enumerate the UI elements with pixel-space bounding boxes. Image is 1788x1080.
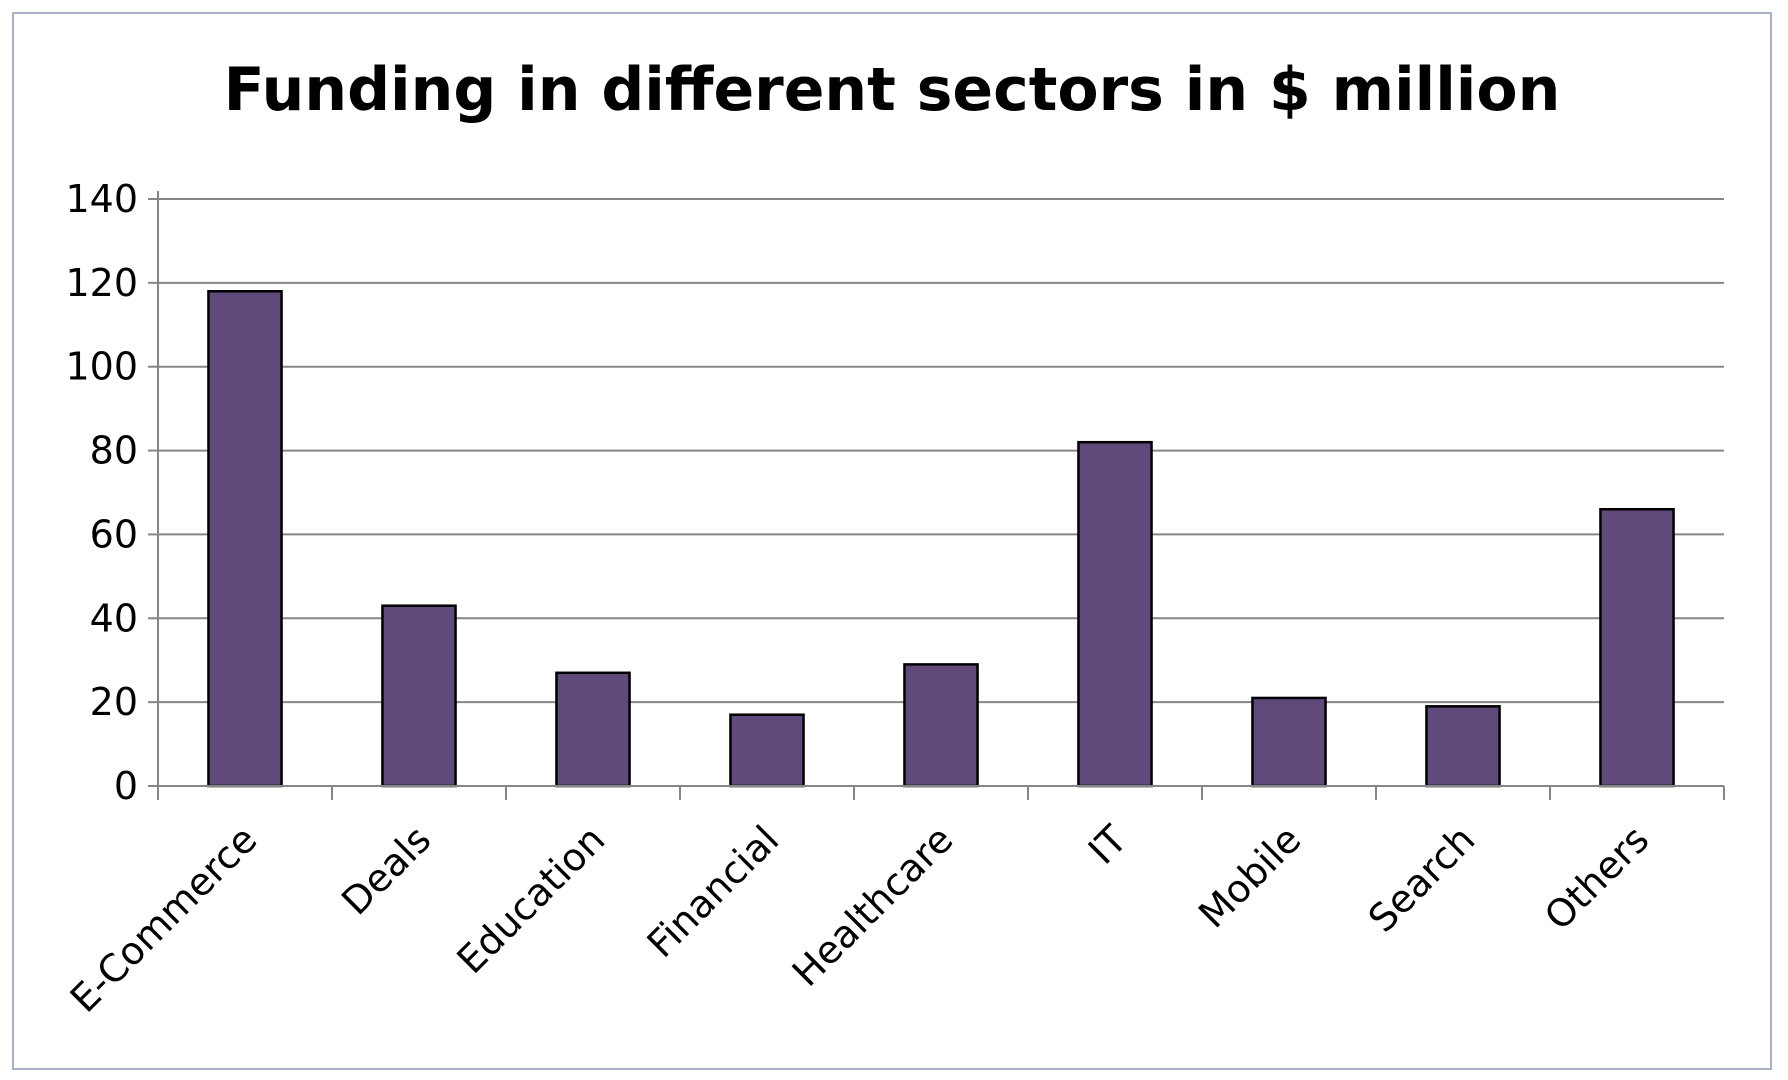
y-tick-label: 20: [90, 680, 138, 724]
x-axis-category-labels: E-Commerce Deals Education FinancialHealthc…: [62, 817, 1658, 1021]
y-axis-tick-labels: 0 20 40 60 80 100 120 140: [65, 177, 138, 808]
x-category-label: Deals: [333, 817, 439, 923]
bar-others[interactable]: [1599, 508, 1675, 788]
bar-healthcare[interactable]: [903, 663, 979, 788]
y-tick-label: 60: [90, 512, 138, 556]
x-category-label: E-Commerce: [62, 817, 266, 1021]
x-category-label: IT: [1080, 817, 1136, 873]
x-category-label: Healthcare: [784, 817, 962, 995]
x-category-label: Mobile: [1190, 817, 1309, 936]
bar-financial[interactable]: [729, 713, 805, 788]
bar-chart: Funding in different sectors in $ millio…: [62, 55, 1725, 1021]
bar-mobile[interactable]: [1251, 696, 1327, 788]
bar-it[interactable]: [1077, 440, 1153, 788]
y-tick-label: 40: [90, 596, 138, 640]
chart-title: Funding in different sectors in $ millio…: [224, 55, 1561, 125]
bar-deals[interactable]: [381, 604, 457, 788]
y-tick-label: 100: [65, 345, 138, 389]
y-tick-label: 0: [114, 764, 138, 808]
axes: [148, 191, 1725, 800]
bar-search[interactable]: [1425, 705, 1501, 788]
bars: [207, 289, 1675, 788]
y-tick-label: 140: [65, 177, 138, 221]
bar-education[interactable]: [555, 671, 631, 788]
x-category-label: Search: [1360, 817, 1483, 940]
x-category-label: Education: [448, 817, 613, 982]
x-category-label: Others: [1536, 817, 1657, 938]
bar-e-commerce[interactable]: [207, 289, 283, 788]
y-tick-label: 120: [65, 261, 138, 305]
x-category-label: Financial: [639, 817, 788, 966]
y-tick-label: 80: [90, 429, 138, 473]
chart-area[interactable]: Funding in different sectors in $ millio…: [12, 12, 1772, 1070]
